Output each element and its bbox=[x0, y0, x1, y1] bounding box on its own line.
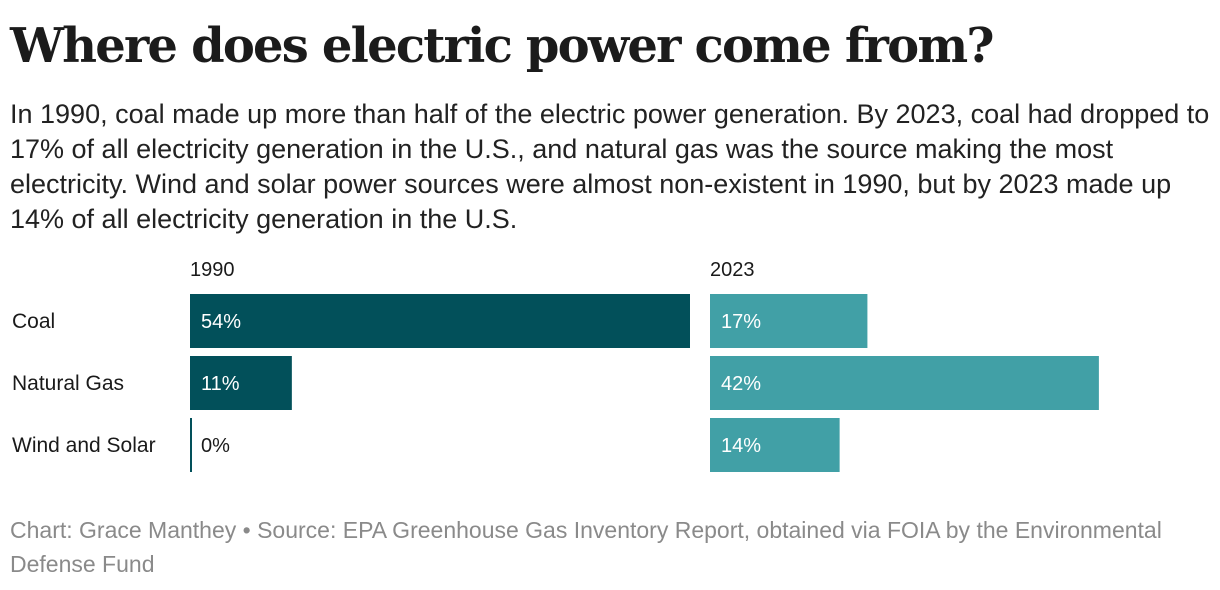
data-label: 0% bbox=[201, 435, 230, 457]
data-label: 54% bbox=[201, 311, 241, 333]
category-label: Natural Gas bbox=[12, 372, 124, 395]
chart-subtitle: In 1990, coal made up more than half of … bbox=[10, 99, 1210, 234]
bar-chart: Coal Natural Gas Wind and Solar 1990 54% 11% 0… bbox=[12, 259, 1099, 472]
chart-title: Where does electric power come from? bbox=[10, 18, 995, 74]
bar bbox=[190, 356, 292, 410]
data-label: 14% bbox=[721, 435, 761, 457]
category-label: Coal bbox=[12, 310, 55, 333]
bar bbox=[710, 294, 868, 348]
data-label: 17% bbox=[721, 311, 761, 333]
bar bbox=[710, 356, 1099, 410]
data-label: 42% bbox=[721, 373, 761, 395]
data-label: 11% bbox=[201, 373, 240, 395]
panel-label: 1990 bbox=[190, 259, 235, 281]
source-credit: Chart: Grace Manthey • Source: EPA Green… bbox=[10, 517, 1162, 577]
panel-label: 2023 bbox=[710, 259, 755, 281]
bar bbox=[710, 418, 840, 472]
category-label: Wind and Solar bbox=[12, 434, 156, 457]
bar bbox=[190, 294, 690, 348]
